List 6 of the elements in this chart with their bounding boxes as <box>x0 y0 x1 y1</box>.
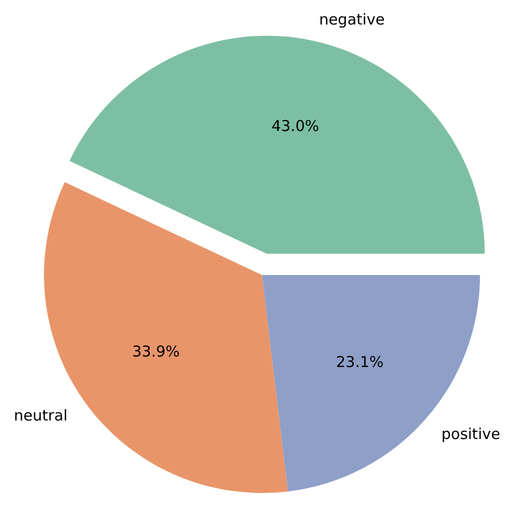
slice-label: negative <box>319 10 385 29</box>
data-label: 43.0% <box>271 117 320 136</box>
slice-label: neutral <box>14 406 68 424</box>
data-label: 23.1% <box>336 352 384 371</box>
slice-label: positive <box>441 425 500 444</box>
data-label: 33.9% <box>132 342 180 361</box>
